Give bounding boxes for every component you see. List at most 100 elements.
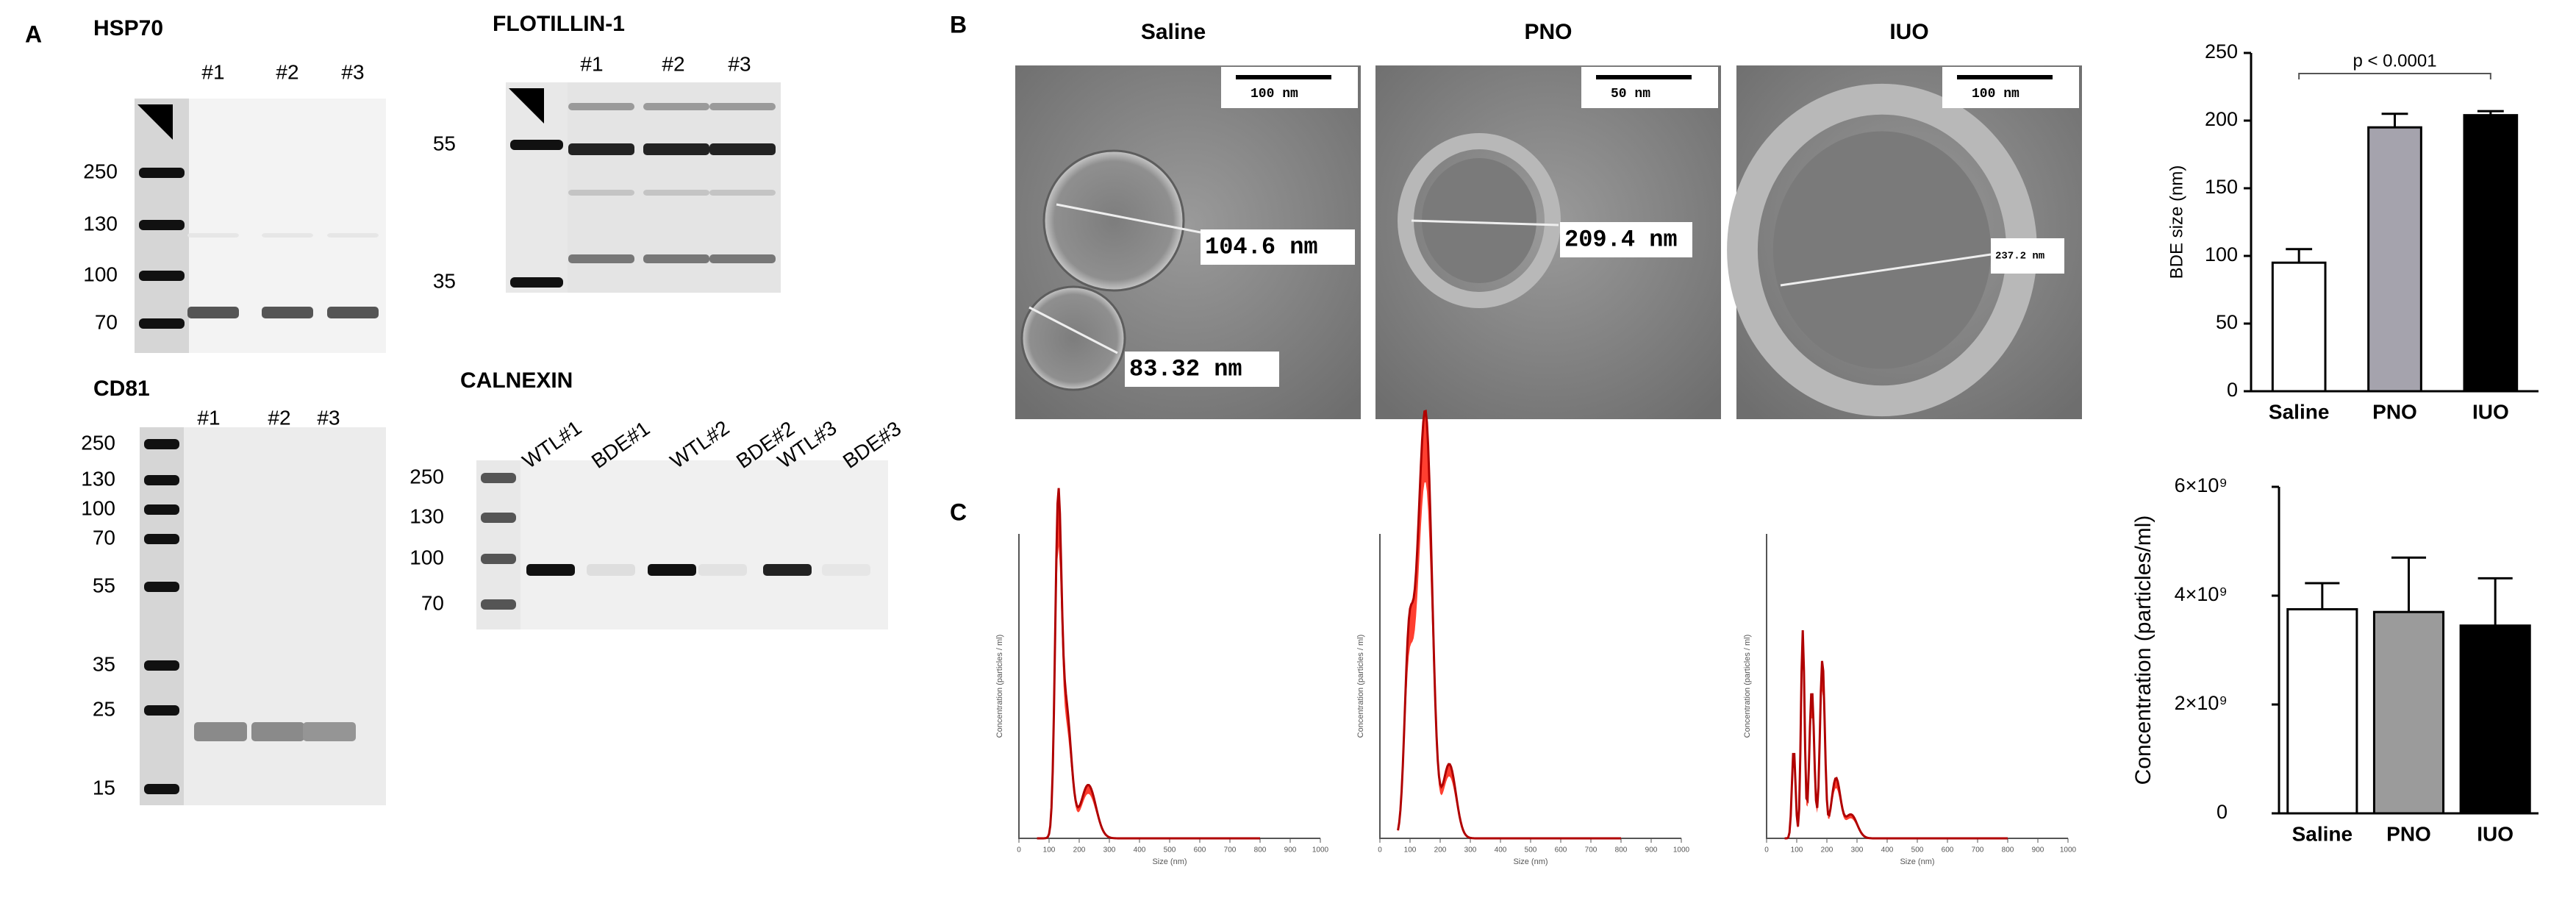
nta-tick-label: 900 bbox=[1284, 846, 1297, 855]
ladder-band bbox=[144, 534, 179, 544]
scale-box bbox=[1221, 67, 1358, 108]
scale-label: 50 nm bbox=[1611, 87, 1650, 101]
y-axis-label: Concentration (particles/ml) bbox=[2131, 516, 2155, 785]
nta-tick-label: 800 bbox=[2002, 846, 2014, 855]
x-tick-label: IUO bbox=[2472, 400, 2509, 423]
bar bbox=[2286, 608, 2358, 815]
blot-band bbox=[698, 564, 747, 576]
ladder-band bbox=[144, 784, 179, 794]
blot-band bbox=[648, 564, 696, 576]
nta-tick-label: 600 bbox=[1555, 846, 1567, 855]
blot-band bbox=[568, 103, 634, 110]
blot-band bbox=[327, 307, 379, 318]
nta-tick-label: 600 bbox=[1942, 846, 1954, 855]
x-tick-label: Saline bbox=[2292, 822, 2353, 845]
y-tick-label: 150 bbox=[2205, 176, 2238, 198]
nta-tick-label: 900 bbox=[1645, 846, 1658, 855]
blot-background bbox=[520, 460, 888, 629]
blot-title: HSP70 bbox=[93, 16, 163, 40]
scale-label: 100 nm bbox=[1251, 87, 1298, 101]
measure-line bbox=[1056, 203, 1201, 234]
y-tick-label: 50 bbox=[2216, 311, 2238, 333]
ladder-band bbox=[481, 473, 516, 483]
nta-y-label: Concentration (particles / ml) bbox=[995, 635, 1004, 738]
blot-band bbox=[587, 564, 635, 576]
ladder-band bbox=[144, 660, 179, 671]
blot-band bbox=[709, 254, 776, 263]
nta-tick-label: 500 bbox=[1911, 846, 1924, 855]
marker-label: 250 bbox=[81, 431, 115, 454]
nta-tick-label: 1000 bbox=[2060, 846, 2077, 855]
y-tick-label: 6×10⁹ bbox=[2175, 474, 2228, 496]
y-tick-label: 4×10⁹ bbox=[2175, 583, 2228, 605]
marker-label: 15 bbox=[93, 776, 115, 799]
ladder-lane bbox=[506, 82, 568, 293]
lane-label: #3 bbox=[728, 52, 751, 75]
blot-band bbox=[327, 233, 379, 238]
x-tick-label: PNO bbox=[2372, 400, 2417, 423]
lane-label: #1 bbox=[580, 52, 603, 75]
measure-line bbox=[1411, 219, 1559, 226]
measurement: 83.32 nm bbox=[1129, 355, 1242, 382]
y-tick-label: 0 bbox=[2227, 379, 2238, 401]
bar bbox=[2463, 114, 2519, 393]
significance-bracket bbox=[2298, 73, 2491, 79]
nta-tick-label: 1000 bbox=[1312, 846, 1329, 855]
nta-tick-label: 100 bbox=[1791, 846, 1803, 855]
scale-box bbox=[1581, 67, 1718, 108]
ladder-band bbox=[139, 168, 185, 178]
nta-tick-label: 700 bbox=[1585, 846, 1598, 855]
blot-band bbox=[303, 722, 356, 741]
marker-label: 100 bbox=[409, 546, 444, 568]
marker-label: 35 bbox=[93, 652, 115, 675]
nta-tick-label: 200 bbox=[1073, 846, 1086, 855]
ladder-lane bbox=[140, 427, 184, 805]
bar bbox=[2372, 610, 2445, 815]
nta-tick-label: 500 bbox=[1164, 846, 1176, 855]
nta-curve bbox=[1037, 488, 1260, 840]
ladder-band bbox=[510, 277, 563, 288]
blot-band bbox=[568, 190, 634, 196]
y-tick-label: 200 bbox=[2205, 108, 2238, 130]
nta-tick-label: 300 bbox=[1851, 846, 1864, 855]
marker-label: 100 bbox=[83, 263, 118, 285]
blot-band bbox=[187, 233, 239, 238]
x-tick-label: Saline bbox=[2269, 400, 2329, 423]
ladder-band bbox=[510, 140, 563, 150]
ladder-marker bbox=[137, 104, 173, 140]
lane-label: #2 bbox=[662, 52, 684, 75]
nta-tick-label: 300 bbox=[1103, 846, 1116, 855]
x-tick-label: IUO bbox=[2477, 822, 2514, 845]
bar bbox=[2271, 261, 2327, 393]
ladder-band bbox=[144, 439, 179, 449]
marker-label: 35 bbox=[433, 269, 456, 292]
ladder-band bbox=[144, 582, 179, 592]
nta-axes bbox=[1379, 534, 1681, 839]
image-title: PNO bbox=[1524, 20, 1572, 44]
annotation: p < 0.0001 bbox=[2353, 51, 2436, 71]
ladder-band bbox=[144, 475, 179, 485]
scale-box bbox=[1942, 67, 2079, 108]
nta-tick-label: 100 bbox=[1043, 846, 1056, 855]
nta-tick-label: 0 bbox=[1378, 846, 1382, 855]
bar bbox=[2367, 126, 2422, 393]
vesicle-core bbox=[1422, 158, 1536, 283]
lane-label: #3 bbox=[341, 60, 364, 83]
nta-band bbox=[1398, 411, 1621, 838]
measure-box bbox=[1560, 222, 1692, 257]
nta-tick-label: 600 bbox=[1194, 846, 1206, 855]
nta-axes bbox=[1766, 534, 2068, 839]
blot-band bbox=[709, 190, 776, 196]
marker-label: 25 bbox=[93, 697, 115, 720]
measurement: 104.6 nm bbox=[1205, 233, 1318, 260]
vesicle-core bbox=[1772, 131, 1992, 369]
lane-label: #2 bbox=[268, 406, 290, 429]
nta-tick-label: 200 bbox=[1434, 846, 1447, 855]
nta-curve bbox=[1784, 630, 2008, 840]
blot-band bbox=[526, 564, 575, 576]
ladder-band bbox=[139, 220, 185, 230]
lane-label: #2 bbox=[276, 60, 298, 83]
nta-tick-label: 100 bbox=[1404, 846, 1417, 855]
panel-label: A bbox=[25, 21, 42, 47]
nta-x-label: Size (nm) bbox=[1513, 857, 1548, 866]
